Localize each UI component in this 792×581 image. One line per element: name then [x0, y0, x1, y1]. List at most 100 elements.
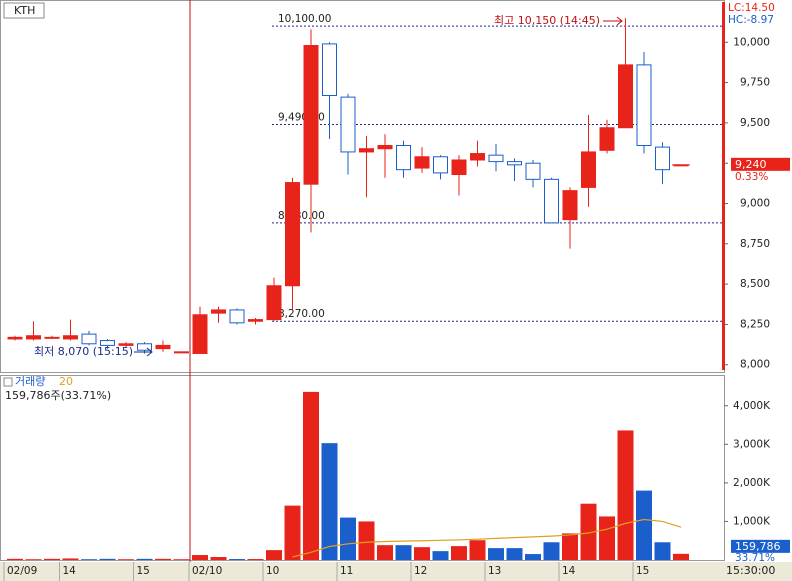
x-tick-label: 10: [266, 565, 279, 577]
volume-bar: [488, 548, 504, 560]
volume-bar: [173, 559, 190, 560]
candle-body: [525, 162, 541, 180]
hc-label: HC:-8.97: [728, 14, 774, 26]
candle-body: [229, 309, 245, 324]
candle-body: [507, 161, 522, 166]
candle-body: [470, 153, 485, 161]
volume-bar: [636, 490, 652, 560]
volume-bar: [340, 517, 356, 560]
candle-body: [359, 148, 374, 153]
volume-bar: [7, 558, 23, 560]
candle-body: [44, 336, 60, 339]
volume-bar: [525, 554, 541, 560]
volume-bar: [266, 550, 282, 560]
candle-body: [211, 309, 226, 314]
x-tick-label: 13: [488, 565, 501, 577]
title-box: [3, 2, 45, 19]
y-tick-label: 9,750: [740, 77, 770, 89]
volume-label: 거래량: [15, 375, 45, 388]
candle-body: [285, 182, 300, 287]
last-volume-change: 33.71%: [735, 552, 775, 564]
candle-body: [174, 351, 189, 354]
y-tick-label: 9,000: [740, 198, 770, 210]
candle-body: [155, 344, 171, 350]
volume-bar: [192, 555, 208, 560]
y-tick-label: 2,000K: [733, 477, 771, 489]
candle-body: [581, 151, 596, 188]
note-arrow: [603, 16, 623, 26]
x-tick-label: 12: [414, 565, 427, 577]
y-tick-label: 3,000K: [733, 438, 771, 450]
candle-body: [100, 340, 115, 346]
y-tick-label: 8,000: [740, 359, 770, 371]
y-tick-label: 8,500: [740, 278, 770, 290]
volume-bar: [432, 551, 449, 560]
volume-bar: [414, 547, 430, 560]
volume-bar: [321, 443, 338, 560]
y-tick-label: 8,750: [740, 238, 770, 250]
volume-bar: [543, 542, 560, 560]
candle-body: [322, 43, 337, 97]
volume-bar: [62, 558, 79, 560]
volume-bar: [247, 559, 264, 560]
volume-bar: [136, 558, 153, 560]
level-label: 10,100.00: [278, 13, 331, 25]
candle-body: [562, 190, 578, 221]
candle-body: [340, 96, 356, 153]
volume-bar: [469, 540, 486, 560]
x-tick-label: 15: [636, 565, 649, 577]
candle-body: [7, 336, 23, 340]
candle-body: [266, 285, 282, 321]
x-tick-label: 15: [137, 565, 150, 577]
candle-body: [414, 156, 430, 169]
last-price-box: [731, 157, 790, 171]
candle-body: [248, 319, 263, 322]
y-tick-label: 10,000: [733, 36, 770, 48]
volume-bar: [580, 503, 597, 560]
candle-body: [26, 335, 41, 340]
volume-bar: [562, 533, 578, 560]
y-tick-label: 9,500: [740, 117, 770, 129]
x-tick-label: 02/09: [7, 565, 37, 577]
candle-body: [488, 154, 504, 163]
candle-body: [396, 144, 411, 171]
note-arrow: [134, 347, 153, 357]
volume-bar: [44, 558, 60, 560]
candle-body: [618, 64, 633, 129]
candle-body: [81, 333, 97, 345]
volume-bar: [229, 559, 245, 560]
volume-bar: [654, 542, 671, 560]
volume-bar: [118, 559, 134, 560]
volume-bar: [451, 546, 467, 560]
volume-bar: [377, 545, 393, 560]
volume-bar: [506, 548, 523, 560]
y-tick-label: 1,000K: [733, 515, 771, 527]
last-volume: 159,786: [735, 540, 781, 553]
volume-bar: [81, 559, 97, 560]
low-note: 최저 8,070 (15:15): [34, 345, 133, 358]
volume-bar: [358, 521, 375, 560]
ma-line: [292, 518, 682, 558]
volume-bar: [395, 545, 412, 560]
x-tick-label: 11: [340, 565, 353, 577]
x-tick-label: 02/10: [192, 565, 222, 577]
x-tick-label: 14: [63, 565, 77, 577]
candle-body: [137, 343, 152, 351]
price-range-bar: [722, 2, 725, 370]
ma-label: 20: [59, 375, 73, 388]
y-tick-label: 4,000K: [733, 400, 771, 412]
candle-body: [192, 314, 208, 354]
volume-bar: [99, 558, 116, 560]
high-note: 최고 10,150 (14:45): [494, 14, 600, 27]
last-volume-box: [731, 539, 790, 553]
candle-body: [63, 335, 78, 340]
volume-bar: [673, 553, 689, 560]
candle-body: [118, 343, 134, 346]
x-axis-strip: [0, 562, 792, 581]
candle-body: [544, 178, 559, 224]
x-end-label: 15:30:00: [726, 564, 775, 577]
candle-body: [655, 146, 670, 171]
y-tick-label: 8,250: [740, 318, 770, 330]
